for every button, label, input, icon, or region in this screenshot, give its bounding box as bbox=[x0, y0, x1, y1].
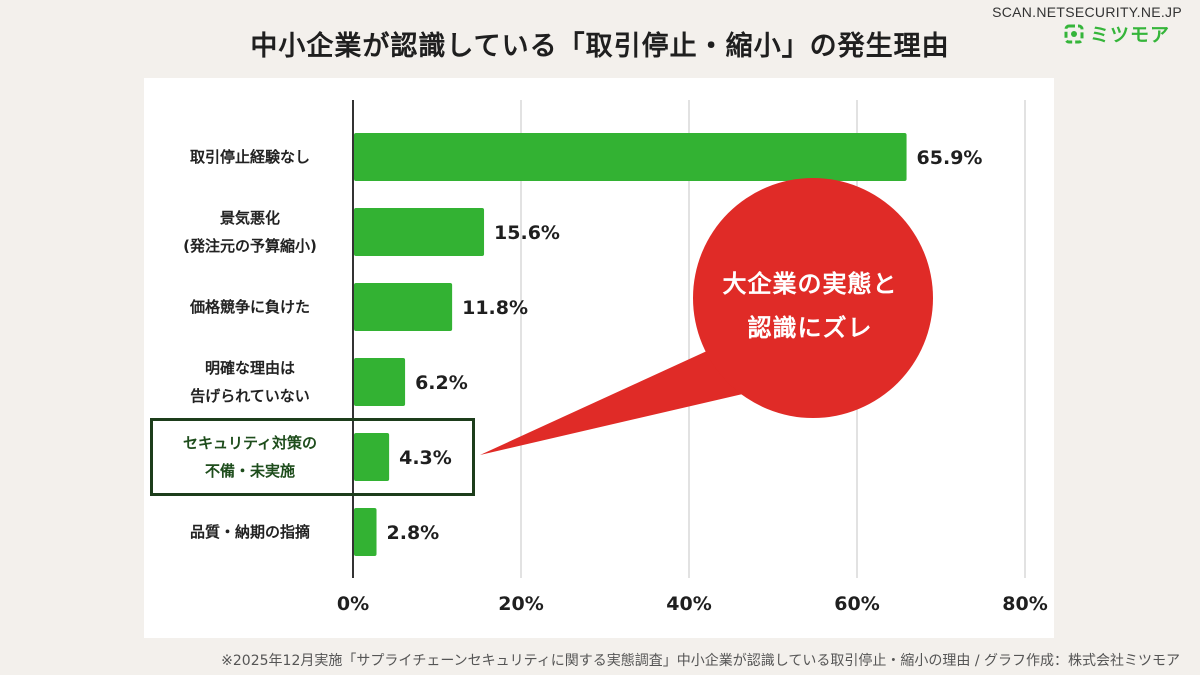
bar bbox=[354, 433, 390, 481]
category-label: 明確な理由は 告げられていない bbox=[155, 354, 345, 410]
callout-text: 大企業の実態と 認識にズレ bbox=[690, 262, 930, 350]
category-label: 品質・納期の指摘 bbox=[155, 518, 345, 546]
bar-value-label: 2.8% bbox=[387, 522, 440, 544]
logo-mark-icon bbox=[1064, 24, 1084, 43]
bar-chart: 0% 20% 40% 60% 80% 65.9% 15.6% 11.8% 6.2% 4.3% 2.8… bbox=[337, 100, 1048, 615]
callout-line-1: 大企業の実態と bbox=[722, 270, 898, 298]
callout-line-2: 認識にズレ bbox=[747, 314, 873, 342]
bar-value-label: 11.8% bbox=[462, 297, 528, 319]
bar bbox=[354, 508, 377, 556]
bar bbox=[354, 133, 907, 181]
bar-value-label: 65.9% bbox=[917, 147, 983, 169]
category-label-line: 価格競争に負けた bbox=[189, 298, 310, 316]
bar-value-label: 6.2% bbox=[415, 372, 468, 394]
category-label-line: (発注元の予算縮小) bbox=[183, 237, 317, 255]
bar bbox=[354, 208, 485, 256]
category-label-line: 不備・未実施 bbox=[204, 462, 295, 480]
x-tick-label: 20% bbox=[498, 593, 543, 615]
x-tick-label: 0% bbox=[337, 593, 369, 615]
x-tick-label: 60% bbox=[834, 593, 879, 615]
category-label-line: 取引停止経験なし bbox=[189, 148, 310, 166]
category-label-line: 明確な理由は bbox=[204, 359, 295, 377]
bar bbox=[354, 283, 453, 331]
page-title: 中小企業が認識している「取引停止・縮小」の発生理由 bbox=[250, 31, 950, 62]
category-label: 景気悪化 (発注元の予算縮小) bbox=[155, 204, 345, 260]
category-label: 取引停止経験なし bbox=[155, 143, 345, 171]
highlight-box bbox=[150, 418, 475, 496]
bar-value-label: 4.3% bbox=[399, 447, 452, 469]
x-tick-label: 80% bbox=[1002, 593, 1047, 615]
x-tick-label: 40% bbox=[666, 593, 711, 615]
footnote: ※2025年12月実施「サプライチェーンセキュリティに関する実態調査」中小企業が… bbox=[221, 653, 1180, 669]
category-label-line: セキュリティ対策の bbox=[182, 434, 318, 452]
site-watermark: SCAN.NETSECURITY.NE.JP bbox=[992, 4, 1182, 20]
category-label: 価格競争に負けた bbox=[155, 293, 345, 321]
bar-value-label: 15.6% bbox=[494, 222, 560, 244]
category-label-line: 景気悪化 bbox=[219, 209, 280, 227]
brand-logo: ミツモア bbox=[1064, 20, 1170, 47]
category-label-line: 品質・納期の指摘 bbox=[189, 523, 310, 541]
category-label-line: 告げられていない bbox=[190, 387, 310, 405]
callout-pointer bbox=[480, 345, 760, 455]
callout-circle bbox=[693, 178, 933, 418]
category-label: セキュリティ対策の 不備・未実施 bbox=[155, 429, 345, 485]
bar bbox=[354, 358, 406, 406]
logo-text: ミツモア bbox=[1089, 24, 1170, 46]
